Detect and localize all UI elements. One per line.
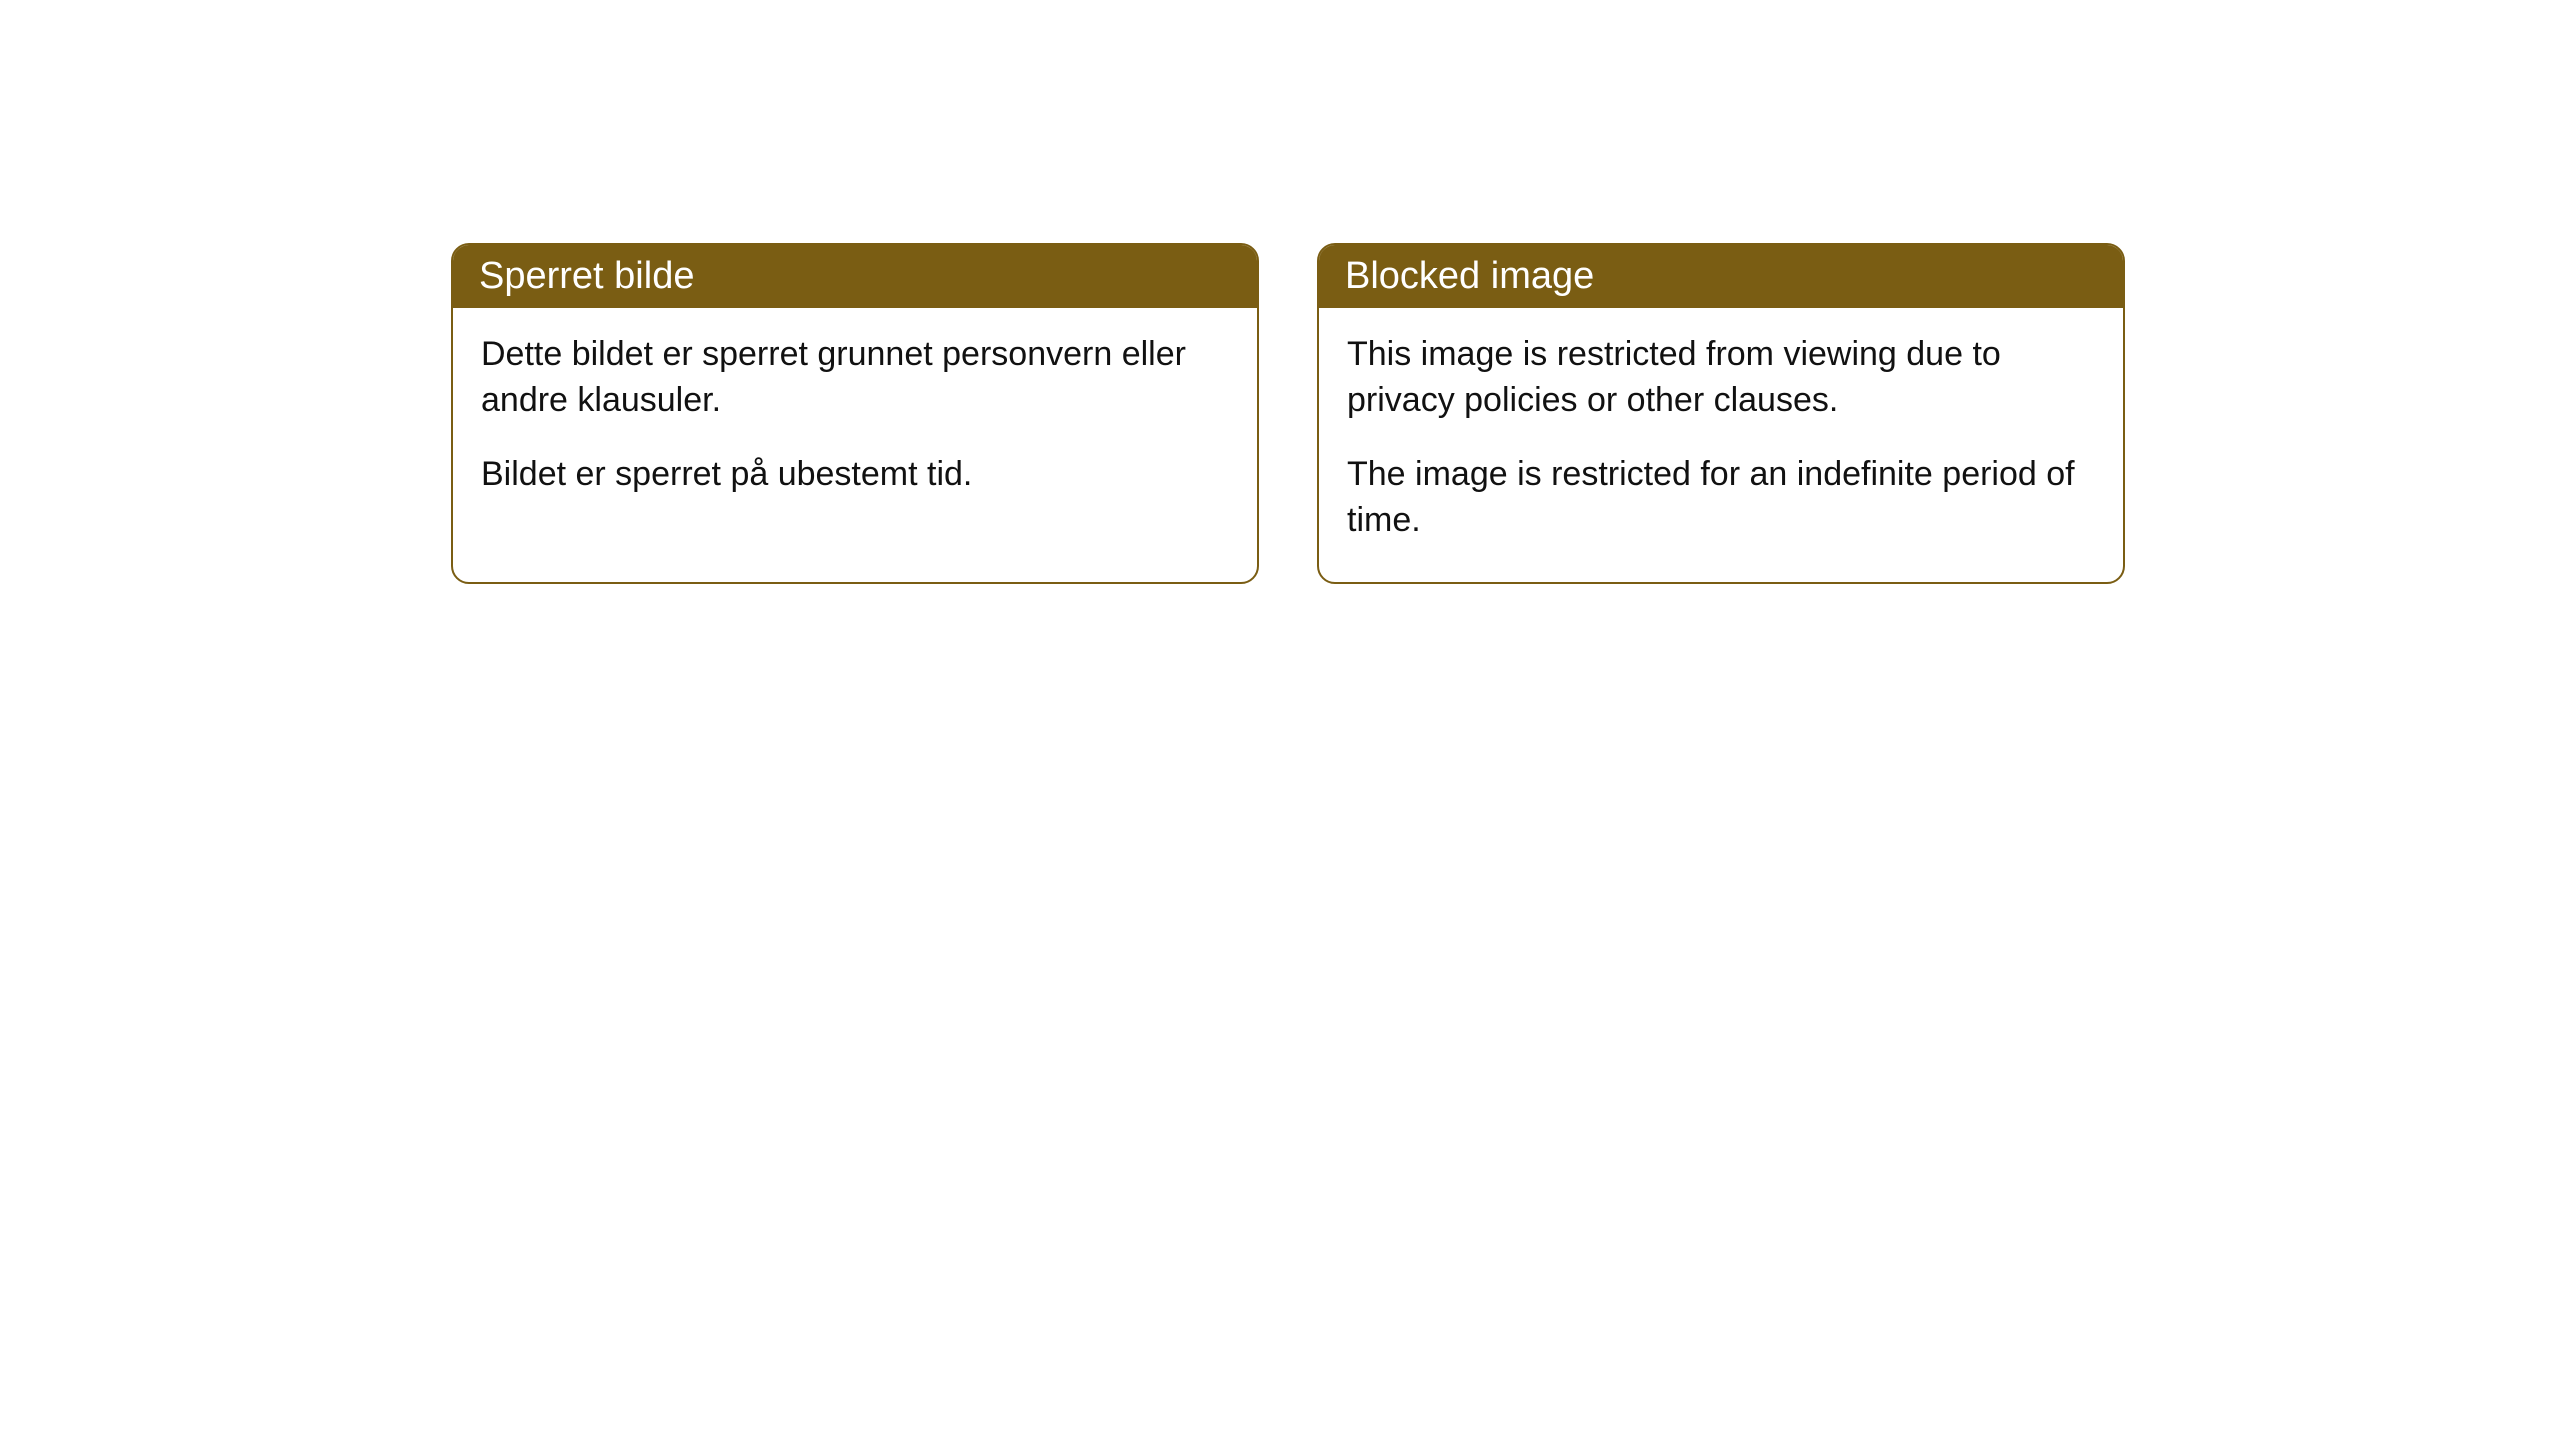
notice-card-english: Blocked image This image is restricted f… (1317, 243, 2125, 584)
notice-cards-container: Sperret bilde Dette bildet er sperret gr… (451, 243, 2125, 584)
card-paragraph: Bildet er sperret på ubestemt tid. (481, 452, 1229, 498)
card-title: Blocked image (1319, 245, 2123, 308)
card-paragraph: This image is restricted from viewing du… (1347, 332, 2095, 424)
card-body: This image is restricted from viewing du… (1319, 308, 2123, 582)
card-paragraph: Dette bildet er sperret grunnet personve… (481, 332, 1229, 424)
notice-card-norwegian: Sperret bilde Dette bildet er sperret gr… (451, 243, 1259, 584)
card-body: Dette bildet er sperret grunnet personve… (453, 308, 1257, 536)
card-title: Sperret bilde (453, 245, 1257, 308)
card-paragraph: The image is restricted for an indefinit… (1347, 452, 2095, 544)
